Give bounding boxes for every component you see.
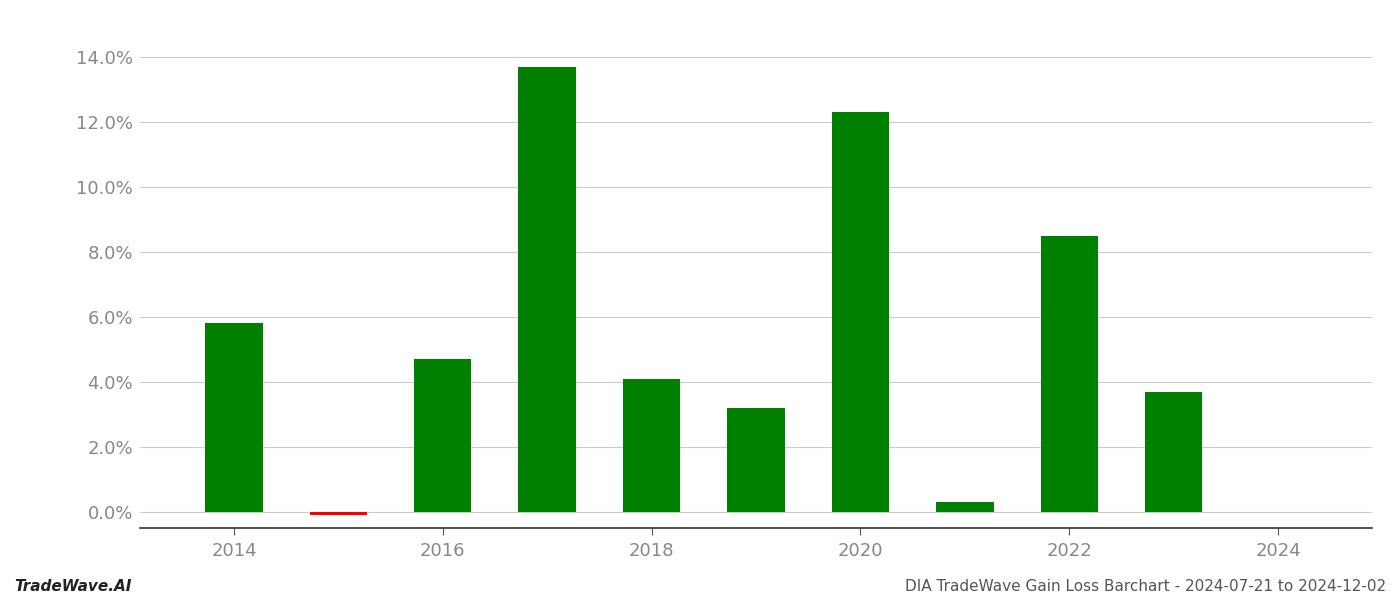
Bar [206, 323, 263, 512]
Bar [1040, 236, 1098, 512]
Bar [414, 359, 472, 512]
Bar [1145, 392, 1203, 512]
Bar [832, 112, 889, 512]
Bar [518, 67, 575, 512]
Bar [727, 408, 785, 512]
Text: DIA TradeWave Gain Loss Barchart - 2024-07-21 to 2024-12-02: DIA TradeWave Gain Loss Barchart - 2024-… [904, 579, 1386, 594]
Bar [937, 502, 994, 512]
Bar [623, 379, 680, 512]
Bar [309, 512, 367, 515]
Text: TradeWave.AI: TradeWave.AI [14, 579, 132, 594]
